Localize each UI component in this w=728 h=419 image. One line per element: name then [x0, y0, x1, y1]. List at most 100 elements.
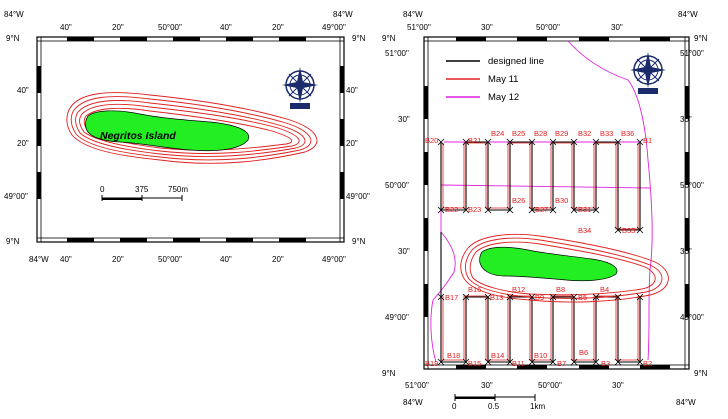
legend: designed line May 11 May 12 — [446, 56, 544, 103]
left-lat-tick: 40" — [17, 86, 29, 95]
left-corner-tl-lon: 84°W — [4, 10, 24, 19]
right-depth-contours — [460, 233, 669, 303]
station-label: B27 — [535, 205, 548, 214]
right-map-right-tick: 49°00" — [680, 313, 704, 322]
right-map-right-tick: 51°00" — [680, 49, 704, 58]
station-label: B28 — [534, 129, 547, 138]
left-map: 84°W 84°W 9°N 9°N 9°N 9°N 84°W 49°00" 40… — [4, 10, 370, 264]
right-map: 84°W 84°W 9°N 9°N 9°N 9°N 84°W 84°W 51°0… — [382, 10, 708, 411]
left-top-tick: 20" — [272, 23, 284, 32]
station-label: B25 — [512, 129, 525, 138]
left-top-tick: 40" — [220, 23, 232, 32]
right-corner-br-lat: 9°N — [694, 369, 708, 378]
left-bottom-tick: 50°00" — [158, 255, 182, 264]
right-lat-tick: 40" — [346, 86, 358, 95]
right-top-left-label: 51°00" — [407, 23, 431, 32]
may11-track — [442, 142, 639, 361]
station-markers — [437, 138, 644, 366]
left-corner-tr-lat: 9°N — [352, 34, 366, 43]
legend-may12-label: May 12 — [488, 92, 519, 103]
station-label: B34 — [578, 226, 591, 235]
right-map-left-tick: 49°00" — [385, 313, 409, 322]
station-label: B31 — [578, 205, 591, 214]
station-label: B15 — [468, 359, 481, 368]
scale-label-mid: 0.5 — [488, 402, 500, 411]
left-top-tick: 40" — [60, 23, 72, 32]
station-label: B24 — [491, 129, 504, 138]
left-corner-tr-lon: 84°W — [333, 10, 353, 19]
negritos-island-shape — [85, 110, 250, 152]
right-top-tick: 30" — [481, 23, 493, 32]
right-corner-bl-lon: 84°W — [403, 398, 423, 407]
right-map-left-tick: 30" — [398, 247, 410, 256]
station-label: B13 — [490, 293, 503, 302]
scale-label-mid: 375 — [135, 185, 149, 194]
station-label: B30 — [555, 196, 568, 205]
station-label: B32 — [578, 129, 591, 138]
station-label: B19 — [425, 359, 438, 368]
left-lat-tick: 20" — [17, 139, 29, 148]
right-top-tick: 30" — [611, 23, 623, 32]
left-bottom-tick: 40" — [60, 255, 72, 264]
station-label: B22 — [445, 205, 458, 214]
right-bottom-tick: 30" — [612, 381, 624, 390]
station-label: B35 — [622, 226, 635, 235]
station-label: B17 — [445, 293, 458, 302]
station-label: B23 — [468, 205, 481, 214]
right-corner-tr-lon: 84°W — [678, 10, 698, 19]
station-label: B8 — [556, 285, 565, 294]
station-label: B7 — [557, 359, 566, 368]
station-label: B18 — [447, 351, 460, 360]
right-corner-tl-lon: 84°W — [403, 10, 423, 19]
left-scale-bar: 0 375 750m — [100, 185, 188, 201]
station-label: B10 — [534, 351, 547, 360]
right-map-left-tick: 30" — [398, 115, 410, 124]
right-map-right-tick: 30" — [680, 115, 692, 124]
right-bottom-tick: 51°00" — [405, 381, 429, 390]
station-label: B14 — [491, 351, 504, 360]
left-top-right-label: 49°00" — [322, 23, 346, 32]
scale-label-end: 750m — [168, 185, 188, 194]
left-corner-bl-lon: 84°W — [29, 255, 49, 264]
right-map-right-tick: 30" — [680, 247, 692, 256]
right-island-shape — [479, 246, 618, 282]
compass-rose-icon — [282, 67, 318, 109]
compass-rose-icon — [630, 52, 666, 94]
right-map-right-tick: 50°00" — [680, 181, 704, 190]
station-label: B2 — [643, 359, 652, 368]
left-corner-tl-lat: 9°N — [6, 34, 20, 43]
station-label: B12 — [512, 285, 525, 294]
station-label: B20 — [425, 136, 438, 145]
right-corner-tr-lat: 9°N — [694, 34, 708, 43]
station-label: B36 — [621, 129, 634, 138]
station-label: B26 — [512, 196, 525, 205]
right-scale-bar: 0 0.5 1km — [452, 394, 545, 411]
station-label: B9 — [535, 293, 544, 302]
station-label: B5 — [578, 293, 587, 302]
right-corner-tl-lat: 9°N — [382, 34, 396, 43]
scale-label-end: 1km — [530, 402, 545, 411]
left-bottom-tick: 20" — [272, 255, 284, 264]
right-map-left-tick: 50°00" — [385, 181, 409, 190]
scale-label-zero: 0 — [100, 185, 105, 194]
left-top-tick: 20" — [112, 23, 124, 32]
station-label: B11 — [512, 359, 525, 368]
right-map-left-tick: 51°00" — [385, 49, 409, 58]
legend-may11-label: May 11 — [488, 74, 518, 85]
station-label: B33 — [600, 129, 613, 138]
right-lat-tick: 20" — [346, 139, 358, 148]
right-corner-br-lon: 84°W — [676, 398, 696, 407]
right-bottom-tick: 30" — [481, 381, 493, 390]
station-label: B21 — [468, 136, 481, 145]
station-label: B29 — [555, 129, 568, 138]
right-corner-bl-lat: 9°N — [382, 369, 396, 378]
legend-designed-label: designed line — [488, 56, 544, 67]
station-label: B6 — [579, 348, 588, 357]
right-lat-tick: 49°00" — [346, 192, 370, 201]
right-bottom-tick: 50°00" — [538, 381, 562, 390]
left-corner-br-lat: 9°N — [352, 237, 366, 246]
left-bottom-tick: 40" — [220, 255, 232, 264]
station-label: B4 — [600, 285, 609, 294]
station-label: B1 — [643, 136, 652, 145]
